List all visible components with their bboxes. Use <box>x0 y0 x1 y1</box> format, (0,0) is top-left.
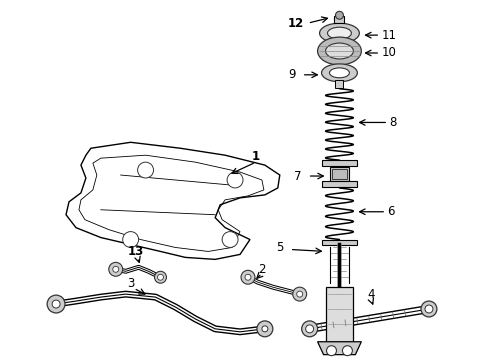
Text: 13: 13 <box>127 245 144 258</box>
Bar <box>329 167 349 181</box>
Circle shape <box>262 326 268 332</box>
Circle shape <box>52 300 60 308</box>
Bar <box>321 181 357 187</box>
Ellipse shape <box>329 68 349 78</box>
Text: 5: 5 <box>276 241 284 254</box>
Polygon shape <box>318 342 361 355</box>
Circle shape <box>138 162 153 178</box>
Circle shape <box>421 301 437 317</box>
Ellipse shape <box>319 23 359 43</box>
Text: 8: 8 <box>389 116 396 129</box>
Bar <box>321 160 357 166</box>
Circle shape <box>113 266 119 272</box>
Circle shape <box>222 231 238 247</box>
Circle shape <box>343 346 352 356</box>
Bar <box>336 80 343 88</box>
Circle shape <box>154 271 167 283</box>
Text: 10: 10 <box>381 46 396 59</box>
Circle shape <box>293 287 307 301</box>
Circle shape <box>297 291 303 297</box>
Circle shape <box>425 305 433 313</box>
Circle shape <box>302 321 318 337</box>
Text: 11: 11 <box>381 29 396 42</box>
Bar <box>335 16 344 23</box>
Bar <box>325 287 353 342</box>
Bar <box>332 169 347 179</box>
Circle shape <box>336 11 343 19</box>
Bar <box>321 239 357 246</box>
Text: 9: 9 <box>288 68 295 81</box>
Circle shape <box>245 274 251 280</box>
Circle shape <box>241 270 255 284</box>
Circle shape <box>157 274 164 280</box>
Circle shape <box>326 346 337 356</box>
Text: 12: 12 <box>288 17 304 30</box>
Circle shape <box>109 262 122 276</box>
Circle shape <box>306 325 314 333</box>
Text: 7: 7 <box>294 170 302 183</box>
Ellipse shape <box>325 43 353 59</box>
Circle shape <box>257 321 273 337</box>
Circle shape <box>227 172 243 188</box>
Text: 1: 1 <box>252 150 260 163</box>
Text: 3: 3 <box>127 277 134 290</box>
Text: 2: 2 <box>258 263 266 276</box>
Ellipse shape <box>318 37 361 65</box>
Circle shape <box>122 231 139 247</box>
Circle shape <box>47 295 65 313</box>
Text: 6: 6 <box>387 205 394 218</box>
Ellipse shape <box>327 27 351 39</box>
Ellipse shape <box>321 64 357 82</box>
Text: 4: 4 <box>368 288 375 301</box>
